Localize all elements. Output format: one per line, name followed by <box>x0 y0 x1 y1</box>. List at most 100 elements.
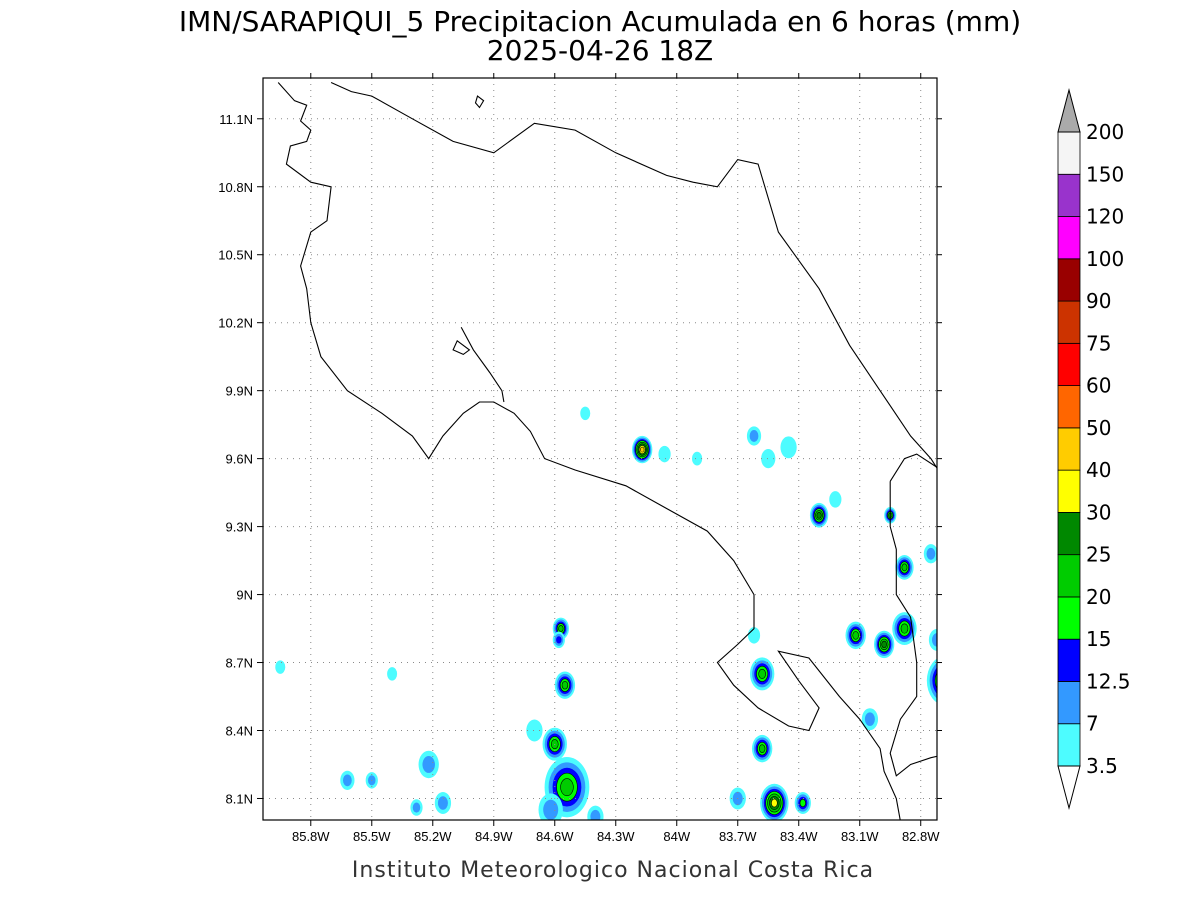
rain-contour <box>560 778 574 797</box>
lon-tick-label: 85.5W <box>353 829 391 844</box>
rain-cell <box>892 612 917 646</box>
rain-cell <box>923 544 937 564</box>
rain-cell <box>526 719 543 742</box>
rain-cell <box>632 435 653 464</box>
rain-cell <box>780 436 797 459</box>
lat-tick-label: 10.2N <box>218 316 253 331</box>
colorbar-label: 60 <box>1086 374 1111 398</box>
lon-tick-label: 85.2W <box>414 829 452 844</box>
lon-tick-label: 84.9W <box>475 829 513 844</box>
rain-cell <box>760 783 789 820</box>
rain-cell <box>387 667 398 681</box>
grid-layer <box>263 78 937 820</box>
rain-contour <box>829 491 842 508</box>
lon-tick-label: 83.4W <box>780 829 818 844</box>
island-outline <box>452 339 471 356</box>
colorbar-swatch <box>1057 258 1081 302</box>
rain-contour <box>556 636 562 644</box>
rain-cell <box>410 799 423 816</box>
lat-tick-label: 8.1N <box>226 791 253 806</box>
rain-cell <box>928 628 937 651</box>
map-frame <box>262 77 938 821</box>
rain-contour <box>926 547 936 560</box>
island-outline <box>474 95 485 109</box>
coastline <box>460 326 505 403</box>
rain-cell <box>554 671 576 699</box>
rain-contour <box>412 802 421 813</box>
coastline-layer <box>277 81 937 820</box>
rain-contour <box>932 667 937 694</box>
rain-contour <box>852 631 859 640</box>
institution-footer: Instituto Meteorologico Nacional Costa R… <box>352 858 874 883</box>
colorbar-swatch <box>1057 300 1081 344</box>
rain-contour <box>901 563 908 572</box>
rain-contour <box>881 640 887 649</box>
lat-tick-label: 9.9N <box>226 384 253 399</box>
colorbar-label: 12.5 <box>1086 669 1131 693</box>
colorbar-swatch <box>1057 342 1081 387</box>
rain-cell <box>895 555 914 580</box>
rain-cell <box>692 451 703 466</box>
rain-contour <box>275 660 286 674</box>
lat-tick-label: 8.7N <box>226 656 253 671</box>
lat-tick-label: 10.5N <box>218 248 253 263</box>
colorbar-label: 3.5 <box>1086 754 1118 778</box>
rain-contour <box>580 406 591 421</box>
colorbar-swatch <box>1057 131 1081 175</box>
map-background <box>263 78 937 820</box>
rain-contour <box>342 774 352 787</box>
map-plot-area <box>262 77 952 821</box>
colorbar-label: 50 <box>1086 416 1111 440</box>
rain-contour <box>758 744 766 753</box>
rain-cell <box>861 708 879 731</box>
lat-tick-label: 11.1N <box>219 112 253 127</box>
rain-cell <box>538 793 563 820</box>
colorbar-swatch <box>1057 596 1081 640</box>
longitude-ticks: 85.8W 85.5W 85.2W 84.9W 84.6W 84.3W 84W 83.7W 83… <box>292 73 940 844</box>
rain-cell <box>794 792 811 814</box>
rain-contour <box>938 671 952 690</box>
colorbar-label: 150 <box>1086 162 1124 186</box>
coastline <box>330 81 937 470</box>
rain-cell <box>544 756 590 818</box>
rain-contour <box>761 449 776 469</box>
rain-cell <box>747 627 761 644</box>
rain-contour <box>558 625 564 632</box>
colorbar-min-arrow <box>1057 765 1081 810</box>
colorbar-label: 100 <box>1086 247 1124 271</box>
lon-tick-label: 85.8W <box>292 829 330 844</box>
lon-tick-label: 84.3W <box>597 829 635 844</box>
rain-contour <box>437 796 448 810</box>
colorbar-swatch <box>1057 512 1081 556</box>
rain-contour <box>692 451 703 466</box>
rain-cell <box>580 406 591 421</box>
lat-tick-label: 9.3N <box>226 520 253 535</box>
rain-cell <box>809 502 829 528</box>
map-title-line2: 2025-04-26 18Z <box>487 34 713 67</box>
rain-contour <box>864 712 875 726</box>
rain-contour <box>590 809 601 820</box>
rain-cell <box>746 426 762 446</box>
rain-cell <box>658 445 671 463</box>
colorbar-max-arrow <box>1057 88 1081 133</box>
rain-contour <box>526 719 543 742</box>
lat-tick-label: 8.4N <box>226 724 253 739</box>
colorbar-label: 75 <box>1086 331 1111 355</box>
lat-tick-label: 9.6N <box>226 452 253 467</box>
colorbar-swatch <box>1057 681 1081 725</box>
colorbar-swatch <box>1057 723 1081 767</box>
rain-contour <box>771 798 778 808</box>
rain-cell <box>587 805 604 820</box>
colorbar-swatch <box>1057 469 1081 513</box>
rain-cell <box>275 660 286 674</box>
lon-tick-label: 83.1W <box>841 829 879 844</box>
rain-contour <box>658 445 671 463</box>
latitude-ticks: 8.1N 8.4N 8.7N 9N 9.3N 9.6N 9.9N 10.2N 10.5N 10.8… <box>218 112 942 806</box>
rain-contour <box>780 436 797 459</box>
rain-contour <box>639 446 645 453</box>
colorbar-label: 120 <box>1086 205 1124 229</box>
lon-tick-label: 82.8W <box>902 829 940 844</box>
colorbar: 3.5 7 12.5 15 20 25 30 40 50 60 75 90 100 120 150 200 <box>1057 88 1131 810</box>
colorbar-swatch <box>1057 173 1081 217</box>
